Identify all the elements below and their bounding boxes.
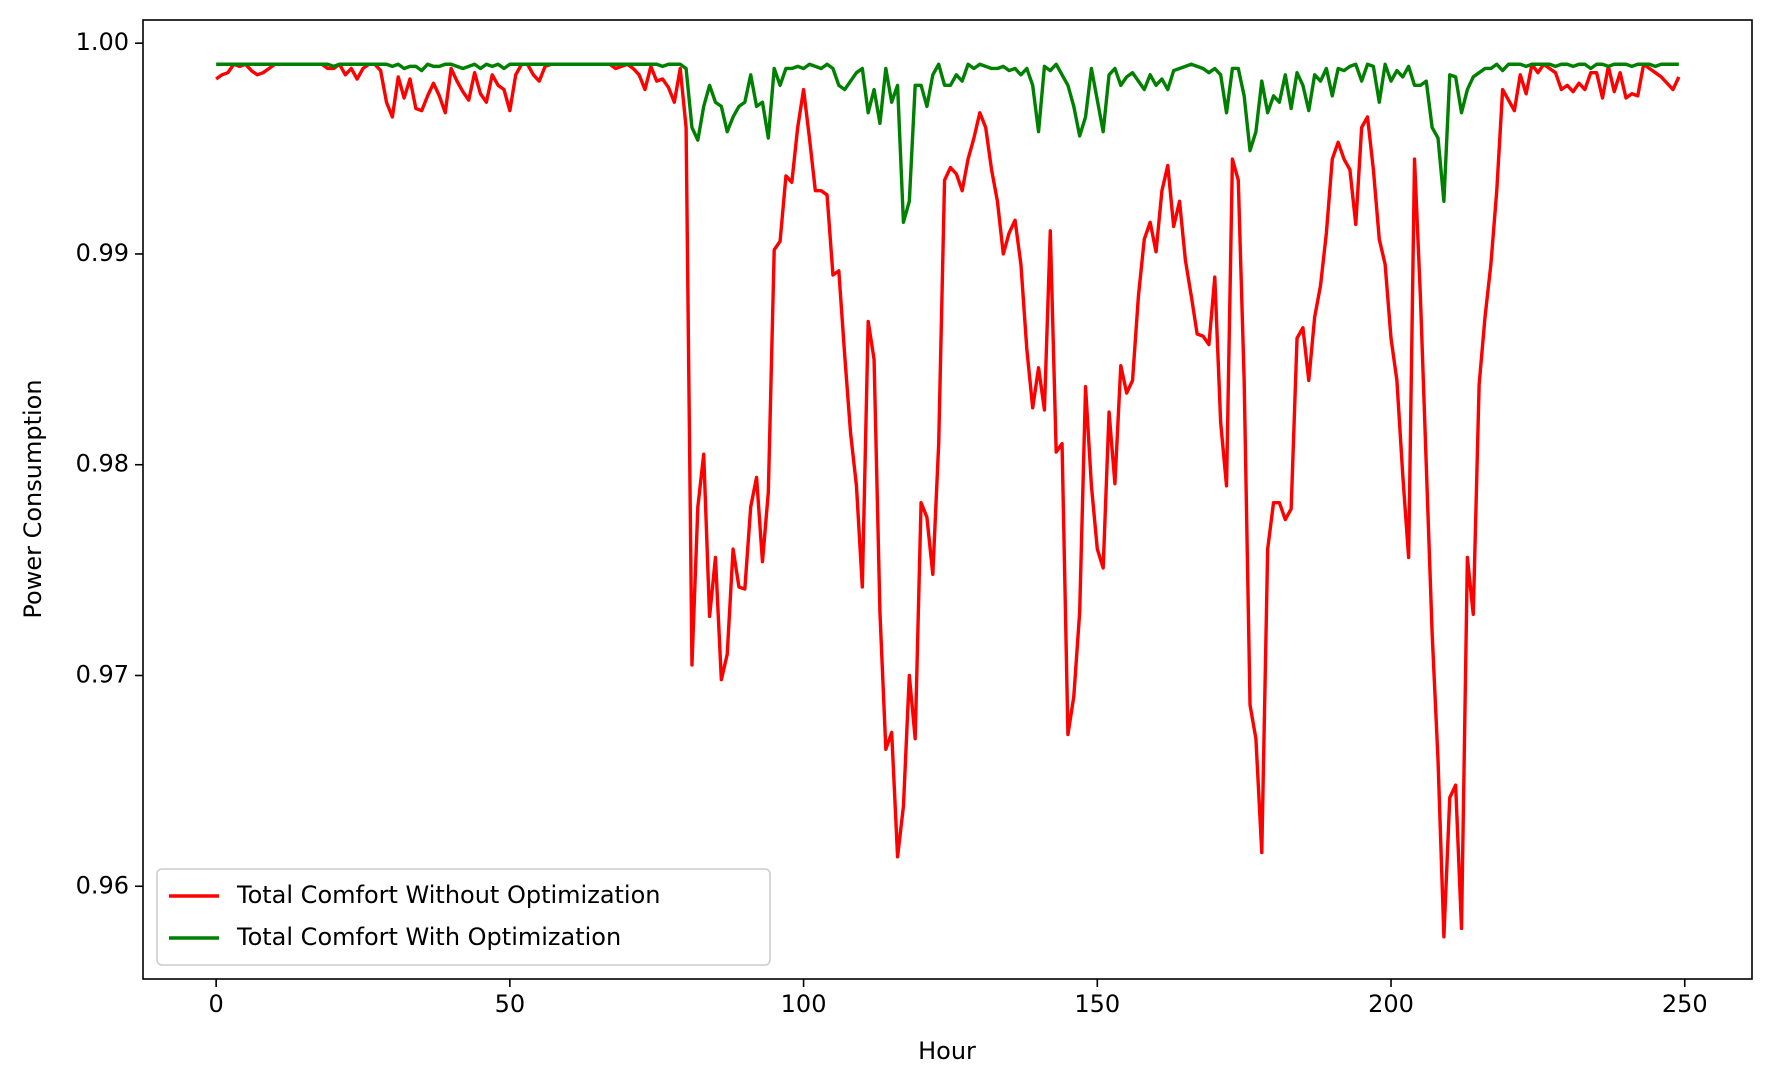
y-tick-label: 0.96 xyxy=(76,871,129,899)
plot-frame xyxy=(142,19,1753,980)
legend-label: Total Comfort With Optimization xyxy=(236,923,621,951)
x-axis-label: Hour xyxy=(918,1037,976,1065)
y-tick-label: 0.97 xyxy=(76,660,129,688)
x-tick-label: 0 xyxy=(208,990,223,1018)
y-tick-label: 1.00 xyxy=(76,28,129,56)
line-series xyxy=(215,62,1681,939)
legend-label: Total Comfort Without Optimization xyxy=(236,881,661,909)
x-tick-label: 200 xyxy=(1368,990,1414,1018)
x-tick-label: 100 xyxy=(781,990,827,1018)
line-series xyxy=(216,62,1679,225)
y-axis-label: Power Consumption xyxy=(19,379,47,618)
y-tick-label: 0.99 xyxy=(76,239,129,267)
legend-box xyxy=(156,868,771,966)
y-tick-label: 0.98 xyxy=(76,450,129,478)
x-tick-label: 150 xyxy=(1074,990,1120,1018)
x-tick-label: 50 xyxy=(495,990,526,1018)
x-tick-label: 250 xyxy=(1662,990,1708,1018)
